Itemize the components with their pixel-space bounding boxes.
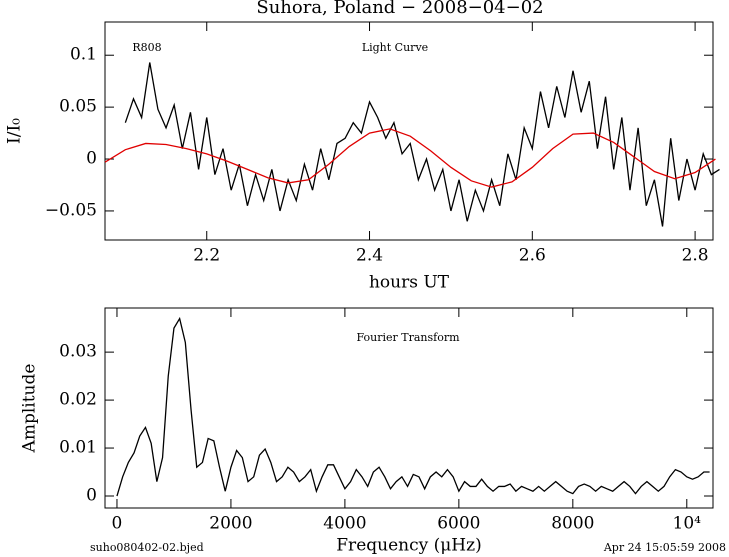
y-tick-label: −0.05 (45, 200, 97, 220)
data-line (116, 316, 710, 497)
footer-left: suho080402-02.bjed (90, 541, 204, 554)
annotation: Light Curve (362, 41, 428, 54)
plot-frame (104, 307, 714, 509)
y-axis-label: Amplitude (20, 364, 40, 454)
footer-right: Apr 24 15:05:59 2008 (603, 541, 726, 554)
x-axis-label: Frequency (μHz) (336, 536, 481, 556)
x-tick-label: 0 (112, 514, 123, 534)
y-tick-label: 0 (86, 486, 97, 506)
x-tick-label: 2.4 (356, 246, 383, 266)
chart-title: Suhora, Poland − 2008−04−02 (256, 0, 543, 18)
x-tick-label: 10⁴ (673, 514, 702, 534)
x-tick-label: 6000 (437, 514, 480, 534)
annotation: Fourier Transform (356, 331, 460, 344)
annotation: R808 (132, 41, 161, 54)
x-tick-label: 2000 (209, 514, 252, 534)
x-tick-label: 2.6 (519, 246, 546, 266)
y-tick-label: 0.05 (59, 97, 97, 117)
x-tick-label: 2.8 (682, 246, 709, 266)
x-tick-label: 2.2 (193, 246, 220, 266)
data-line (124, 62, 720, 227)
data-line (104, 128, 716, 188)
x-tick-label: 4000 (323, 514, 366, 534)
y-tick-label: 0.03 (59, 342, 97, 362)
y-tick-label: 0.01 (59, 438, 97, 458)
y-tick-label: 0.02 (59, 390, 97, 410)
x-tick-label: 8000 (551, 514, 594, 534)
x-axis-label: hours UT (369, 273, 450, 293)
plot-frame (104, 21, 714, 241)
y-tick-label: 0.1 (70, 45, 97, 65)
y-axis-label: I/I₀ (5, 118, 25, 144)
y-tick-label: 0 (86, 149, 97, 169)
